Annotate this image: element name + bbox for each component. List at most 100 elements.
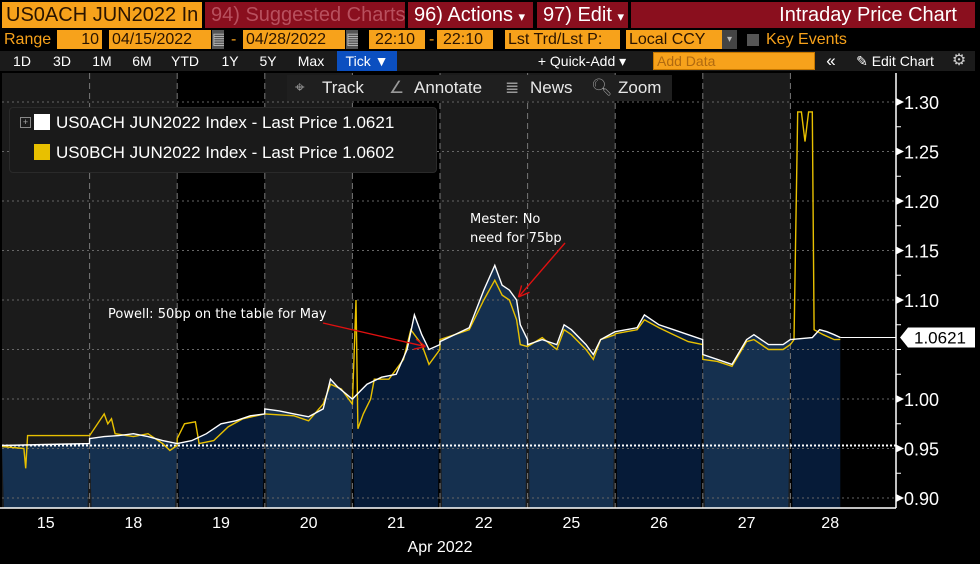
area-fill (440, 265, 528, 508)
key-events-checkbox[interactable] (747, 34, 759, 46)
x-tick-label: 19 (212, 515, 230, 532)
edit-chart-label: Edit Chart (871, 53, 934, 69)
period-ytd[interactable]: YTD (171, 53, 199, 69)
chevron-down-icon: ▾ (617, 9, 625, 24)
news-icon: ≣ (505, 78, 520, 97)
add-data-input[interactable]: Add Data (653, 52, 815, 70)
y-tick (896, 147, 904, 156)
period-toolbar: 1D 3D 1M 6M YTD 1Y 5Y Max Tick ▼ + Quick… (0, 51, 975, 71)
currency-select[interactable]: Local CCY (626, 30, 722, 49)
legend-item[interactable]: US0BCH JUN2022 Index - Last Price 1.0602 (56, 143, 395, 162)
y-tick-label: 1.10 (904, 291, 939, 311)
calendar-icon[interactable]: ▤ (346, 30, 358, 49)
chart-legend: + US0ACH JUN2022 Index - Last Price 1.06… (9, 107, 437, 173)
area-fill (702, 334, 791, 508)
start-time-input[interactable]: 22:10 (369, 30, 425, 49)
quick-add-button[interactable]: + Quick-Add ▾ (537, 53, 627, 69)
y-tick (896, 98, 904, 106)
collapse-icon[interactable]: « (826, 51, 836, 70)
news-button[interactable]: News (530, 78, 573, 97)
x-tick-label: 21 (387, 515, 405, 532)
page-title: Intraday Price Chart (631, 2, 975, 28)
period-6m[interactable]: 6M (132, 53, 152, 69)
search-icon: 🔍︎ (591, 78, 613, 97)
pen-icon: ∠ (389, 78, 405, 97)
zoom-button[interactable]: Zoom (618, 78, 662, 97)
range-label: Range (4, 31, 52, 48)
annotate-button[interactable]: Annotate (414, 78, 483, 97)
period-1y[interactable]: 1Y (221, 53, 239, 69)
y-tick (896, 444, 904, 453)
chevron-down-icon: ▾ (518, 9, 526, 24)
edit-label: 97) Edit (543, 4, 612, 26)
last-price-badge (900, 327, 975, 348)
period-3d[interactable]: 3D (53, 53, 71, 69)
chevron-down-icon[interactable]: ▾ (722, 30, 737, 49)
annotation-arrowhead (518, 291, 530, 298)
gear-icon[interactable]: ⚙ (951, 52, 967, 69)
annotation-mester: Mester: No (470, 212, 540, 227)
annotation-arrowhead (415, 338, 426, 348)
area-fill (615, 314, 703, 508)
period-max[interactable]: Max (297, 53, 325, 69)
actions-menu[interactable]: 96) Actions ▾ (408, 2, 533, 28)
actions-label: 96) Actions (414, 4, 513, 26)
edit-chart-button[interactable]: ✎ Edit Chart (846, 51, 944, 71)
area-fill (89, 433, 178, 508)
annotation-mester-line2: need for 75bp (470, 231, 562, 246)
annotation-arrow (517, 242, 566, 298)
y-tick-label: 1.15 (904, 242, 939, 262)
price-type-select[interactable]: Lst Trd/Lst P: (505, 30, 620, 49)
y-tick-label: 0.90 (904, 489, 939, 509)
annotation-arrowhead (413, 345, 426, 350)
range-input[interactable]: 10 (57, 30, 102, 49)
track-button[interactable]: Track (322, 78, 364, 97)
legend-item[interactable]: US0ACH JUN2022 Index - Last Price 1.0621 (56, 113, 395, 132)
suggested-charts-button[interactable]: 94) Suggested Charts (205, 2, 405, 28)
y-tick-label: 1.20 (904, 192, 939, 212)
y-tick (896, 395, 904, 403)
key-events-label: Key Events (766, 31, 847, 48)
x-tick-label: 28 (821, 515, 839, 532)
start-date-input[interactable]: 04/15/2022 (109, 30, 211, 49)
crosshair-icon: ⌖ (295, 78, 305, 97)
area-fill (352, 314, 440, 508)
period-1d[interactable]: 1D (13, 53, 31, 69)
annotation-powell: Powell: 50bp on the table for May (108, 307, 327, 322)
expand-icon[interactable]: + (20, 117, 31, 128)
y-tick (896, 246, 904, 255)
pencil-icon: ✎ (856, 53, 868, 69)
area-fill (790, 329, 841, 508)
y-tick-label: 0.95 (904, 440, 939, 460)
period-1m[interactable]: 1M (92, 53, 112, 69)
x-tick-label: 25 (563, 515, 581, 532)
area-fill (527, 324, 616, 508)
time-separator: - (429, 31, 435, 48)
date-separator: - (231, 31, 237, 48)
calendar-icon[interactable]: ▤ (212, 30, 224, 49)
y-tick-label: 1.30 (904, 93, 939, 113)
x-tick-label: 26 (650, 515, 668, 532)
series-line-us0ach (1, 263, 841, 447)
legend-swatch-white (34, 114, 50, 130)
chart-toolbar: ⌖ Track ∠ Annotate ≣ News 🔍︎ Zoom (287, 75, 672, 101)
end-time-input[interactable]: 22:10 (437, 30, 493, 49)
area-fill (264, 379, 353, 508)
y-tick (896, 494, 904, 502)
x-tick-label: 27 (738, 515, 756, 532)
y-tick-label: 1.25 (904, 143, 939, 163)
annotation-arrow (322, 322, 426, 348)
edit-menu[interactable]: 97) Edit ▾ (537, 2, 628, 28)
end-date-input[interactable]: 04/28/2022 (243, 30, 345, 49)
annotation-arrowhead (517, 285, 523, 298)
x-tick-label: 20 (300, 515, 318, 532)
y-tick (896, 197, 904, 205)
x-tick-label: 15 (37, 515, 55, 532)
period-5y[interactable]: 5Y (259, 53, 277, 69)
period-tick[interactable]: Tick ▼ (337, 51, 397, 71)
security-field[interactable]: US0ACH JUN2022 In (2, 2, 202, 28)
y-tick (896, 296, 904, 304)
y-tick-label: 1.00 (904, 390, 939, 410)
x-axis-label: Apr 2022 (408, 539, 473, 556)
